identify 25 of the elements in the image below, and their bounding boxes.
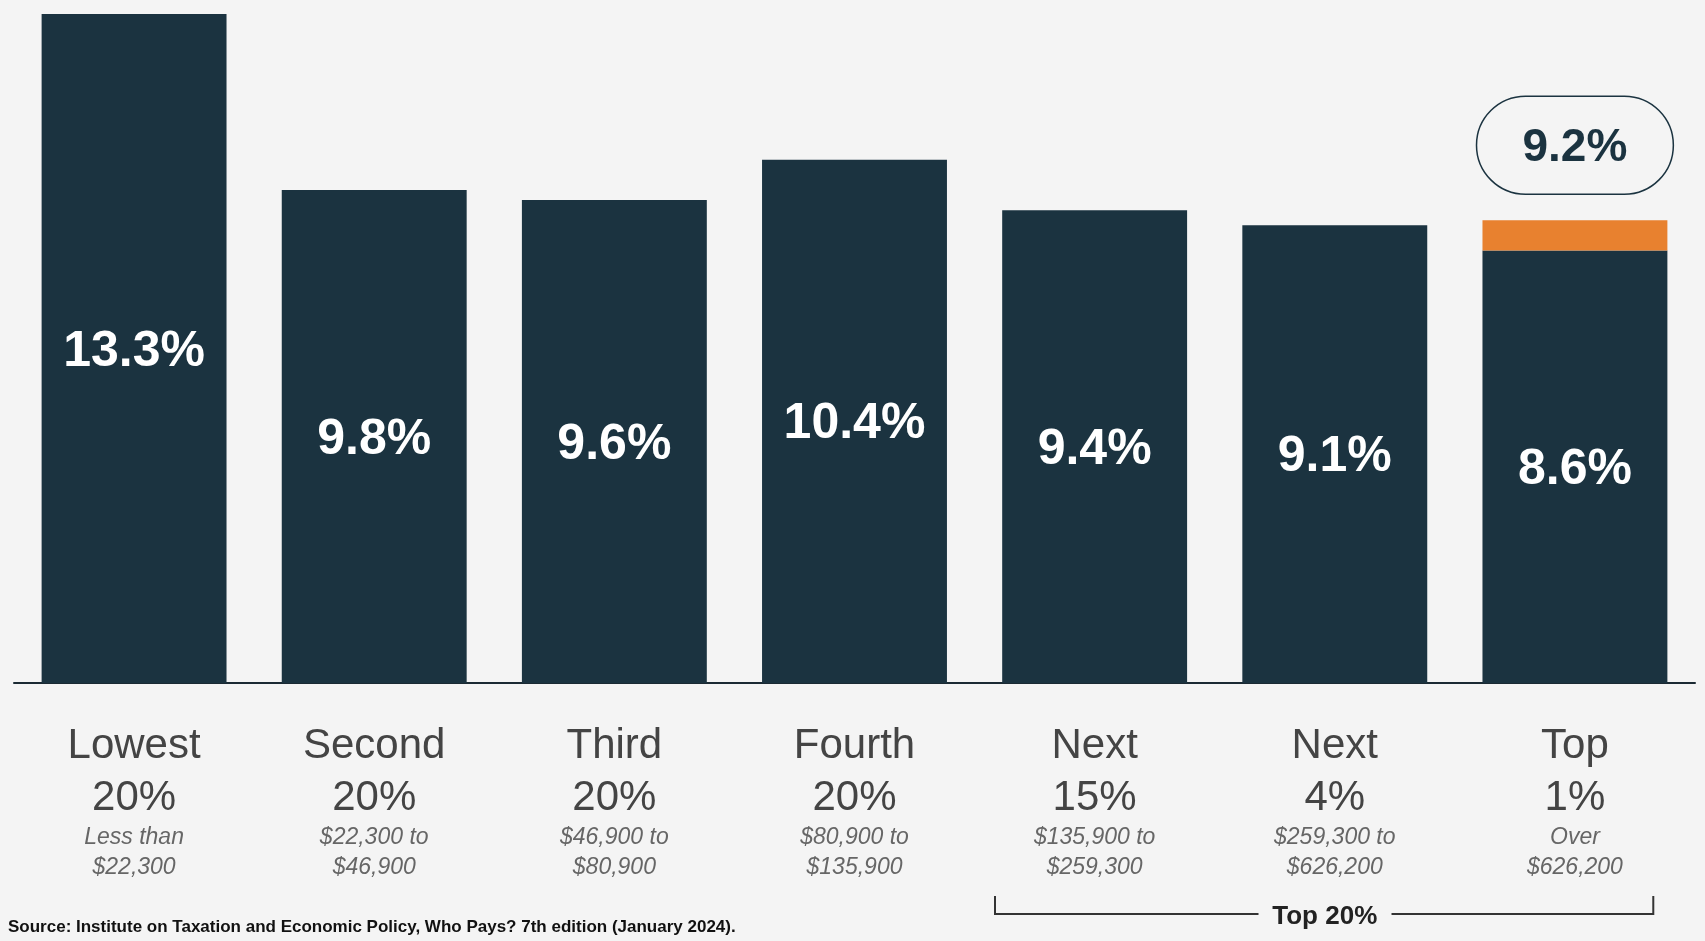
data-label: 9.1% <box>1277 426 1392 483</box>
x-tick-label: Second 20% $22,300 to $46,900 <box>302 719 446 879</box>
data-label: 13.3% <box>63 320 205 377</box>
x-tick-label: Next 4% $259,300 to $626,200 <box>1273 719 1396 879</box>
x-tick-label: Third 20% $46,900 to $80,900 <box>559 719 669 879</box>
bar <box>1482 250 1668 683</box>
bar <box>521 200 707 683</box>
x-tick-label: Fourth 20% $80,900 to $135,900 <box>793 719 916 879</box>
bar <box>1002 210 1188 683</box>
data-label: 9.4% <box>1037 418 1152 475</box>
bar <box>1482 220 1668 251</box>
bar <box>1242 225 1428 683</box>
data-label: 8.6% <box>1517 438 1632 495</box>
data-label: 9.8% <box>317 408 432 465</box>
data-label: 10.4% <box>783 393 926 450</box>
total-label: 9.2% <box>1522 119 1628 172</box>
bar <box>281 190 467 683</box>
text: Top 20% <box>1258 900 1392 931</box>
x-tick-label: Top 1% Over $626,200 <box>1525 719 1624 879</box>
bar <box>762 159 947 683</box>
bar <box>41 14 227 683</box>
x-tick-label: Next 15% $135,900 to $259,300 <box>1032 719 1156 879</box>
data-label: 9.6% <box>557 413 672 470</box>
x-tick-label: Lowest 20% Less than $22,300 <box>67 719 201 879</box>
source-note: Source: Institute on Taxation and Economic Policy, Who Pays? 7th edition (January 2024). <box>8 917 736 936</box>
